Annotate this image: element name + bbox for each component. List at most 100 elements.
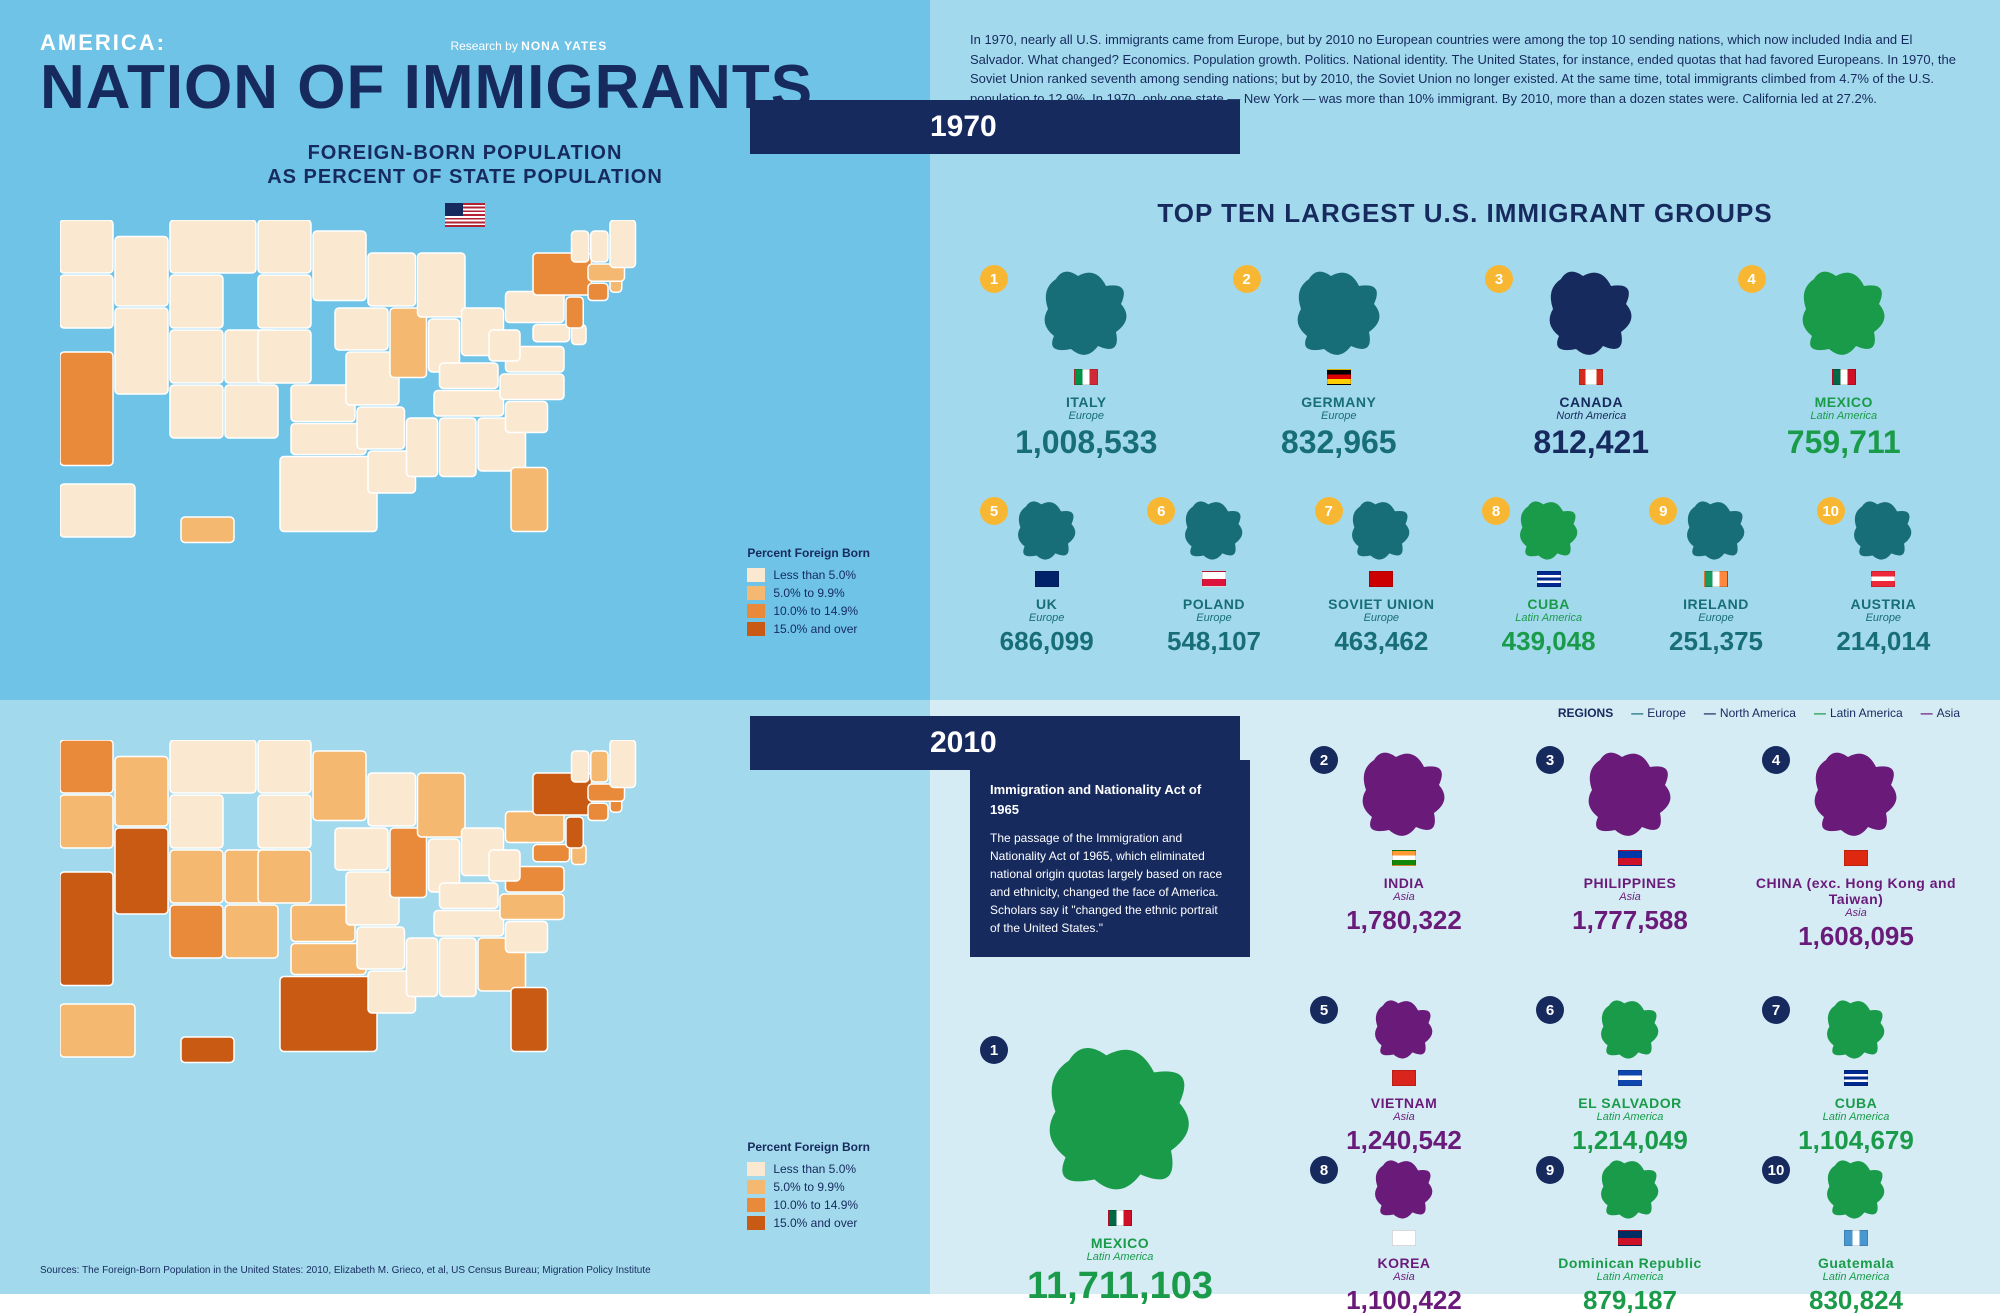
country-austria: 10 AUSTRIA Europe 214,014 bbox=[1807, 491, 1960, 657]
legend-row: 10.0% to 14.9% bbox=[747, 1198, 870, 1212]
map-legend-2010: Percent Foreign Born Less than 5.0%5.0% … bbox=[747, 1140, 870, 1234]
state-SD bbox=[258, 275, 311, 328]
country-region: Asia bbox=[1300, 1111, 1508, 1123]
country-name: SOVIET UNION bbox=[1305, 596, 1458, 612]
country-region: Latin America bbox=[970, 1251, 1270, 1263]
region-key-green: Latin America bbox=[1814, 706, 1903, 720]
state-VT bbox=[572, 751, 589, 782]
rank-badge: 5 bbox=[1310, 996, 1338, 1024]
state-SD bbox=[258, 795, 311, 848]
state-NE bbox=[258, 850, 311, 903]
legend-swatch bbox=[747, 1162, 765, 1176]
state-NE bbox=[258, 330, 311, 383]
country-value: 686,099 bbox=[970, 626, 1123, 657]
country-name: ITALY bbox=[970, 394, 1203, 410]
state-NH bbox=[591, 231, 608, 262]
state-WY bbox=[170, 795, 223, 848]
country-region: Latin America bbox=[1728, 410, 1961, 422]
state-SC bbox=[506, 922, 548, 953]
flag-icon bbox=[1618, 850, 1642, 866]
state-OR bbox=[60, 795, 113, 848]
flag-icon bbox=[1844, 1070, 1868, 1086]
legend-swatch bbox=[747, 604, 765, 618]
country-guatemala: 10 Guatemala Latin America 830,824 bbox=[1752, 1150, 1960, 1316]
flag-icon bbox=[1704, 571, 1728, 587]
legend-swatch bbox=[747, 1216, 765, 1230]
state-PA bbox=[506, 292, 565, 323]
state-WA bbox=[60, 220, 113, 273]
legend-swatch bbox=[747, 568, 765, 582]
state-HI bbox=[181, 517, 234, 543]
region-key-teal: Europe bbox=[1631, 706, 1686, 720]
legend-row: Less than 5.0% bbox=[747, 568, 870, 582]
legend-row: 10.0% to 14.9% bbox=[747, 604, 870, 618]
state-AZ bbox=[170, 905, 223, 958]
country-ireland: 9 IRELAND Europe 251,375 bbox=[1639, 491, 1792, 657]
country-value: 1,008,533 bbox=[970, 424, 1203, 461]
state-PA bbox=[506, 812, 565, 843]
country-name: IRELAND bbox=[1639, 596, 1792, 612]
state-TX bbox=[280, 977, 377, 1052]
country-philippines: 3 PHILIPPINES Asia 1,777,588 bbox=[1526, 740, 1734, 952]
country-uk: 5 UK Europe 686,099 bbox=[970, 491, 1123, 657]
rank-badge: 9 bbox=[1536, 1156, 1564, 1184]
legend-row: 5.0% to 9.9% bbox=[747, 586, 870, 600]
state-AK bbox=[60, 484, 135, 537]
state-WI bbox=[368, 773, 416, 826]
country-name: INDIA bbox=[1300, 875, 1508, 891]
flag-icon bbox=[1579, 369, 1603, 385]
country-el-salvador: 6 EL SALVADOR Latin America 1,214,049 bbox=[1526, 990, 1734, 1156]
country-region: Latin America bbox=[1526, 1111, 1734, 1123]
state-FL bbox=[511, 988, 548, 1052]
state-IL bbox=[390, 308, 427, 378]
country-value: 832,965 bbox=[1223, 424, 1456, 461]
rank-badge: 1 bbox=[980, 265, 1008, 293]
state-TN bbox=[434, 391, 504, 417]
country-cuba: 8 CUBA Latin America 439,048 bbox=[1472, 491, 1625, 657]
country-region: Europe bbox=[1807, 612, 1960, 624]
flag-icon bbox=[1618, 1230, 1642, 1246]
legend-swatch bbox=[747, 1198, 765, 1212]
rank-badge: 7 bbox=[1762, 996, 1790, 1024]
legend-row: 15.0% and over bbox=[747, 622, 870, 636]
country-korea: 8 KOREA Asia 1,100,422 bbox=[1300, 1150, 1508, 1316]
country-soviet-union: 7 SOVIET UNION Europe 463,462 bbox=[1305, 491, 1458, 657]
country-name: UK bbox=[970, 596, 1123, 612]
flag-icon bbox=[1871, 571, 1895, 587]
region-key-navy: North America bbox=[1704, 706, 1796, 720]
state-AR bbox=[357, 407, 405, 449]
country-china-exc-hong-kong-and-taiwan-: 4 CHINA (exc. Hong Kong and Taiwan) Asia… bbox=[1752, 740, 1960, 952]
state-AZ bbox=[170, 385, 223, 438]
flag-icon bbox=[1202, 571, 1226, 587]
rank-badge: 4 bbox=[1738, 265, 1766, 293]
state-AK bbox=[60, 1004, 135, 1057]
state-ND bbox=[258, 740, 311, 793]
country-value: 759,711 bbox=[1728, 424, 1961, 461]
country-name: POLAND bbox=[1137, 596, 1290, 612]
us-map-1970 bbox=[60, 220, 680, 620]
state-MI bbox=[418, 773, 466, 837]
state-IA bbox=[335, 308, 388, 350]
us-map-2010 bbox=[60, 740, 680, 1140]
rank-badge: 4 bbox=[1762, 746, 1790, 774]
state-CT bbox=[588, 283, 608, 300]
legend-swatch bbox=[747, 622, 765, 636]
country-region: Asia bbox=[1752, 907, 1960, 919]
rank-badge: 2 bbox=[1310, 746, 1338, 774]
state-WA bbox=[60, 740, 113, 793]
state-NC bbox=[500, 894, 564, 920]
state-ME bbox=[610, 220, 636, 268]
country-name: MEXICO bbox=[970, 1235, 1270, 1251]
flag-icon bbox=[1392, 1230, 1416, 1246]
rank-badge: 2 bbox=[1233, 265, 1261, 293]
country-name: PHILIPPINES bbox=[1526, 875, 1734, 891]
state-MN bbox=[313, 231, 366, 301]
flag-icon bbox=[1832, 369, 1856, 385]
country-name: MEXICO bbox=[1728, 394, 1961, 410]
country-region: Europe bbox=[1223, 410, 1456, 422]
country-value: 251,375 bbox=[1639, 626, 1792, 657]
top-ten-title: TOP TEN LARGEST U.S. IMMIGRANT GROUPS bbox=[970, 198, 1960, 229]
state-MD bbox=[533, 845, 570, 862]
state-AR bbox=[357, 927, 405, 969]
state-NM bbox=[225, 905, 278, 958]
